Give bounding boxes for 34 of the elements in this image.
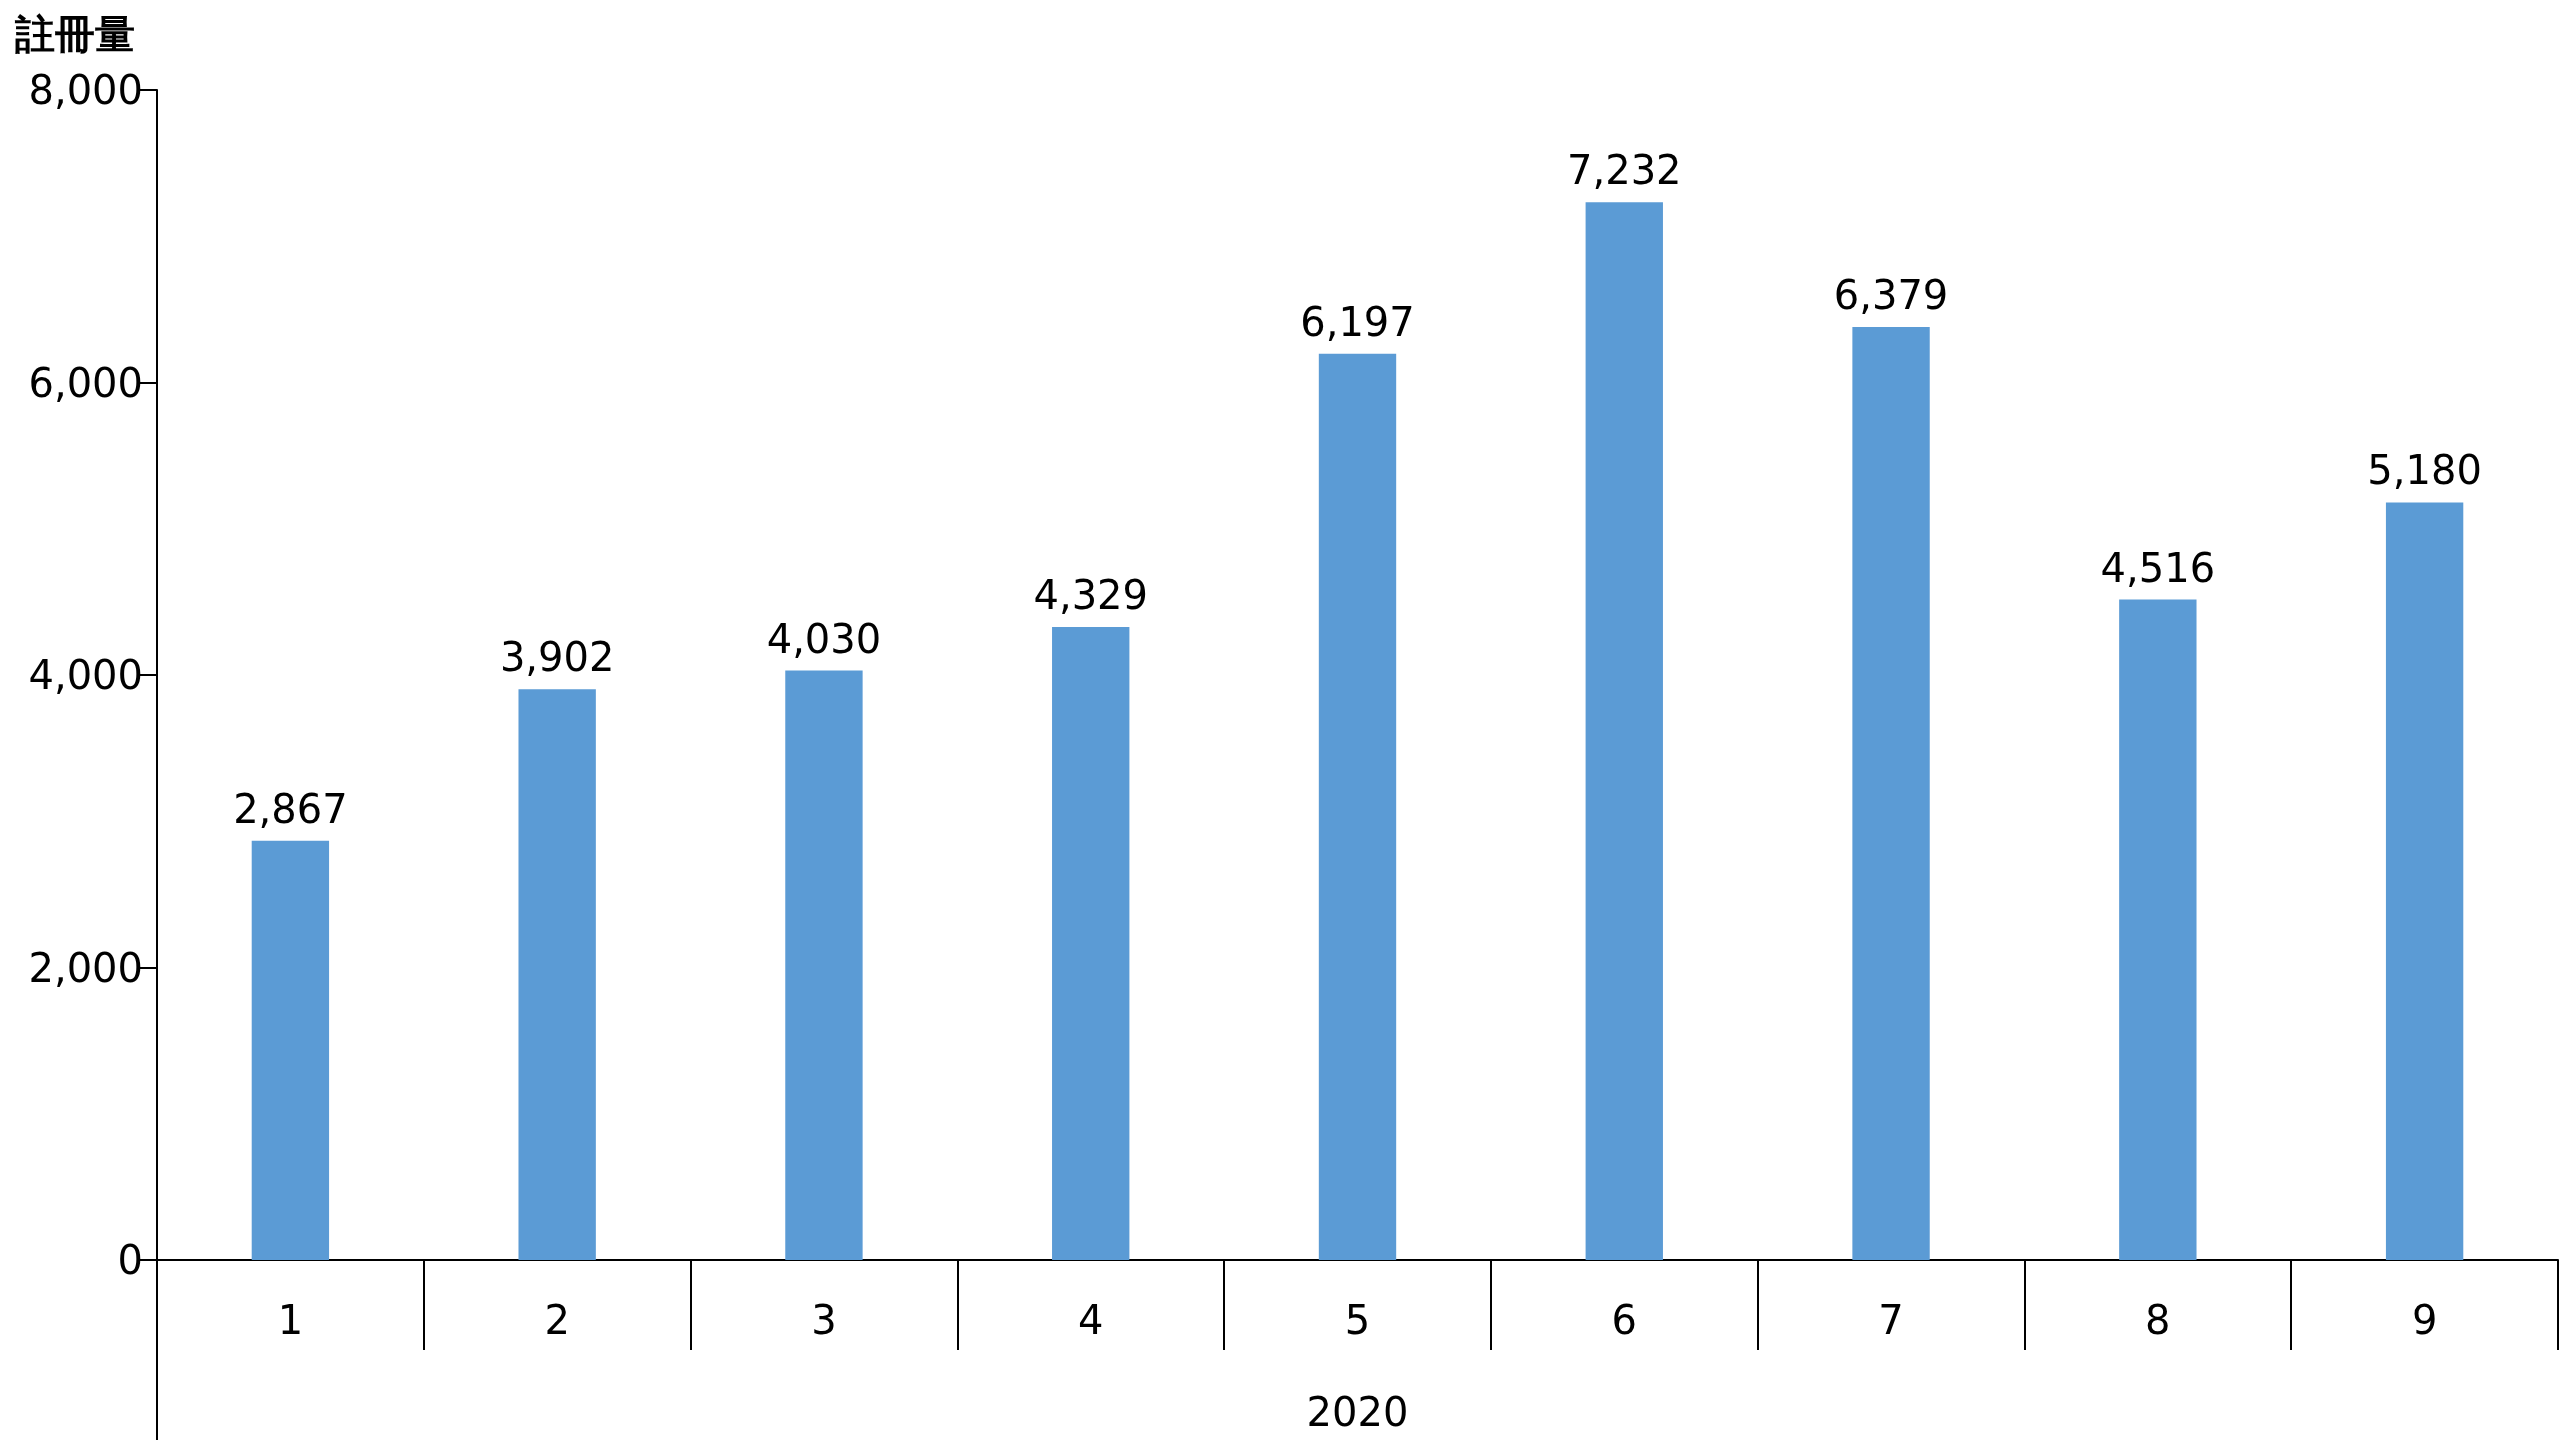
data-label: 2,867 bbox=[233, 785, 348, 832]
y-axis-title: 註冊量 bbox=[14, 11, 135, 57]
bar bbox=[785, 670, 863, 1260]
bar bbox=[251, 840, 330, 1260]
y-tick-label: 6,000 bbox=[28, 359, 143, 406]
bar bbox=[2119, 599, 2197, 1260]
x-tick-label: 4 bbox=[1078, 1297, 1104, 1343]
data-label: 3,902 bbox=[499, 634, 615, 681]
y-tick-label: 2,000 bbox=[28, 944, 143, 991]
x-axis-title: 2020 bbox=[1306, 1389, 1409, 1435]
y-tick-label: 0 bbox=[117, 1237, 143, 1283]
x-tick-label: 6 bbox=[1611, 1297, 1637, 1343]
data-label: 4,030 bbox=[766, 615, 882, 662]
y-tick-label: 8,000 bbox=[28, 67, 143, 113]
x-tick-label: 2 bbox=[544, 1297, 570, 1343]
data-label: 5,180 bbox=[2367, 447, 2482, 494]
data-label: 4,516 bbox=[2100, 544, 2216, 591]
bar bbox=[1052, 626, 1130, 1260]
data-label: 7,232 bbox=[1567, 147, 1682, 194]
x-tick-label: 5 bbox=[1344, 1297, 1371, 1343]
bar bbox=[2385, 502, 2464, 1260]
data-label: 6,197 bbox=[1300, 298, 1415, 345]
data-label: 6,379 bbox=[1833, 272, 1949, 319]
bar bbox=[1318, 353, 1397, 1260]
x-tick-label: 7 bbox=[1878, 1297, 1904, 1343]
data-label: 4,329 bbox=[1033, 571, 1148, 618]
y-tick-label: 4,000 bbox=[28, 652, 143, 698]
bar bbox=[518, 689, 596, 1260]
x-tick-label: 3 bbox=[811, 1297, 837, 1343]
bar bbox=[1585, 202, 1663, 1260]
x-tick-label: 9 bbox=[2411, 1297, 2438, 1343]
bar bbox=[1852, 327, 1930, 1260]
x-tick-label: 8 bbox=[2145, 1297, 2171, 1343]
x-tick-label: 1 bbox=[277, 1297, 304, 1343]
